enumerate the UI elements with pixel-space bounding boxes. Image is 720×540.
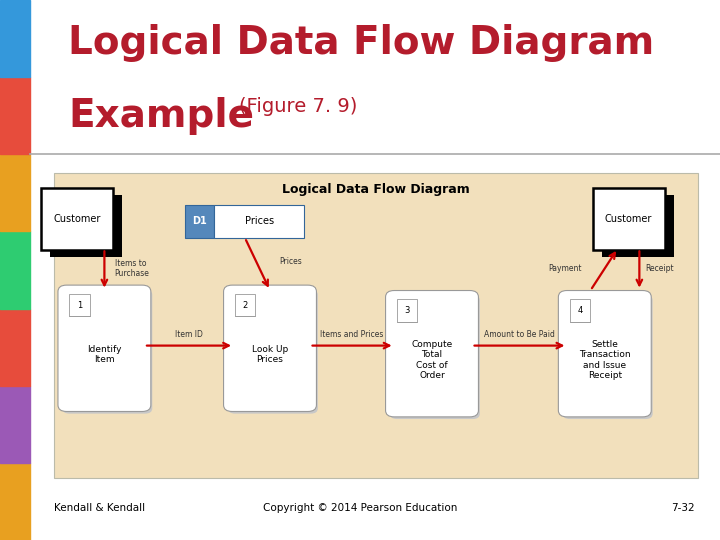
Text: 1: 1 (77, 301, 82, 309)
Bar (0, 386, 30, 463)
Text: Items to
Purchase: Items to Purchase (114, 259, 148, 278)
Text: Customer: Customer (605, 214, 652, 224)
Bar (0, 463, 30, 540)
Bar (30, 0, 720, 154)
Text: 4: 4 (577, 306, 582, 315)
Text: 3: 3 (405, 306, 410, 315)
FancyBboxPatch shape (559, 291, 652, 417)
Bar (570, 299, 590, 322)
Bar (0, 154, 30, 232)
Bar (41, 187, 113, 249)
FancyBboxPatch shape (223, 285, 317, 411)
Text: Prices: Prices (245, 217, 274, 226)
Bar (0, 77, 30, 154)
FancyBboxPatch shape (390, 295, 480, 419)
FancyBboxPatch shape (228, 289, 318, 414)
Text: Items and Prices: Items and Prices (320, 330, 384, 339)
Text: (Figure 7. 9): (Figure 7. 9) (239, 97, 357, 116)
Text: Logical Data Flow Diagram: Logical Data Flow Diagram (68, 24, 654, 62)
Text: Example: Example (68, 97, 254, 135)
Bar (0, 308, 30, 386)
Text: Receipt: Receipt (645, 264, 674, 273)
FancyBboxPatch shape (58, 285, 151, 411)
Bar (397, 299, 418, 322)
Bar (593, 187, 665, 249)
Text: Logical Data Flow Diagram: Logical Data Flow Diagram (282, 183, 470, 195)
Text: 7-32: 7-32 (671, 503, 695, 512)
Text: Compute
Total
Cost of
Order: Compute Total Cost of Order (411, 340, 453, 380)
Bar (215, 205, 304, 238)
Text: Prices: Prices (279, 258, 302, 266)
Text: Customer: Customer (53, 214, 101, 224)
Text: Item ID: Item ID (175, 330, 202, 339)
Text: 2: 2 (243, 301, 248, 309)
Text: Look Up
Prices: Look Up Prices (252, 345, 288, 364)
Text: Copyright © 2014 Pearson Education: Copyright © 2014 Pearson Education (263, 503, 457, 512)
Bar (0, 232, 30, 308)
Bar (54, 173, 698, 478)
Bar (602, 195, 674, 258)
Bar (50, 195, 122, 258)
Bar (69, 294, 89, 316)
FancyBboxPatch shape (63, 289, 153, 414)
Text: Payment: Payment (548, 264, 582, 273)
Bar (186, 205, 215, 238)
FancyBboxPatch shape (563, 295, 652, 419)
Text: Kendall & Kendall: Kendall & Kendall (54, 503, 145, 512)
Bar (235, 294, 256, 316)
Text: Amount to Be Paid: Amount to Be Paid (484, 330, 554, 339)
Text: Identify
Item: Identify Item (87, 345, 122, 364)
Bar (0, 0, 30, 77)
Text: D1: D1 (192, 217, 207, 226)
FancyBboxPatch shape (386, 291, 478, 417)
Text: Settle
Transaction
and Issue
Receipt: Settle Transaction and Issue Receipt (579, 340, 631, 380)
